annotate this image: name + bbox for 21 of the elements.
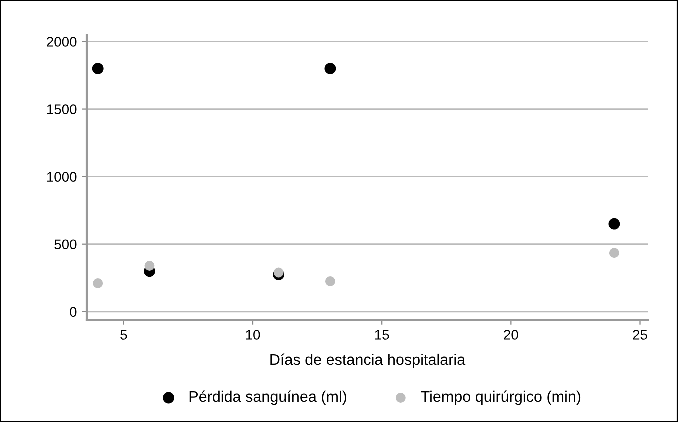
point [608, 218, 620, 230]
legend-label: Pérdida sanguínea (ml) [190, 390, 346, 406]
x-tick-label: 5 [120, 330, 128, 340]
point [144, 260, 155, 271]
x-axis-title: Días de estancia hospitalaria [270, 354, 466, 368]
x-tick-label: 15 [375, 330, 390, 340]
point [92, 63, 104, 74]
point [324, 63, 336, 74]
y-tick-label: 500 [54, 240, 77, 250]
y-tick-label: 0 [70, 307, 77, 318]
y-tick-label: 1000 [47, 172, 77, 182]
y-tick-label: 2000 [47, 37, 77, 47]
y-tick-label: 1500 [47, 104, 77, 114]
x-tick-label: 10 [246, 330, 260, 340]
x-tick-label: 20 [504, 330, 518, 340]
x-tick-label: 25 [633, 330, 648, 340]
point [609, 248, 620, 258]
legend-label: Tiempo quirúrgico (min) [421, 390, 581, 406]
point [274, 268, 284, 278]
point [325, 276, 336, 286]
point [93, 278, 104, 289]
